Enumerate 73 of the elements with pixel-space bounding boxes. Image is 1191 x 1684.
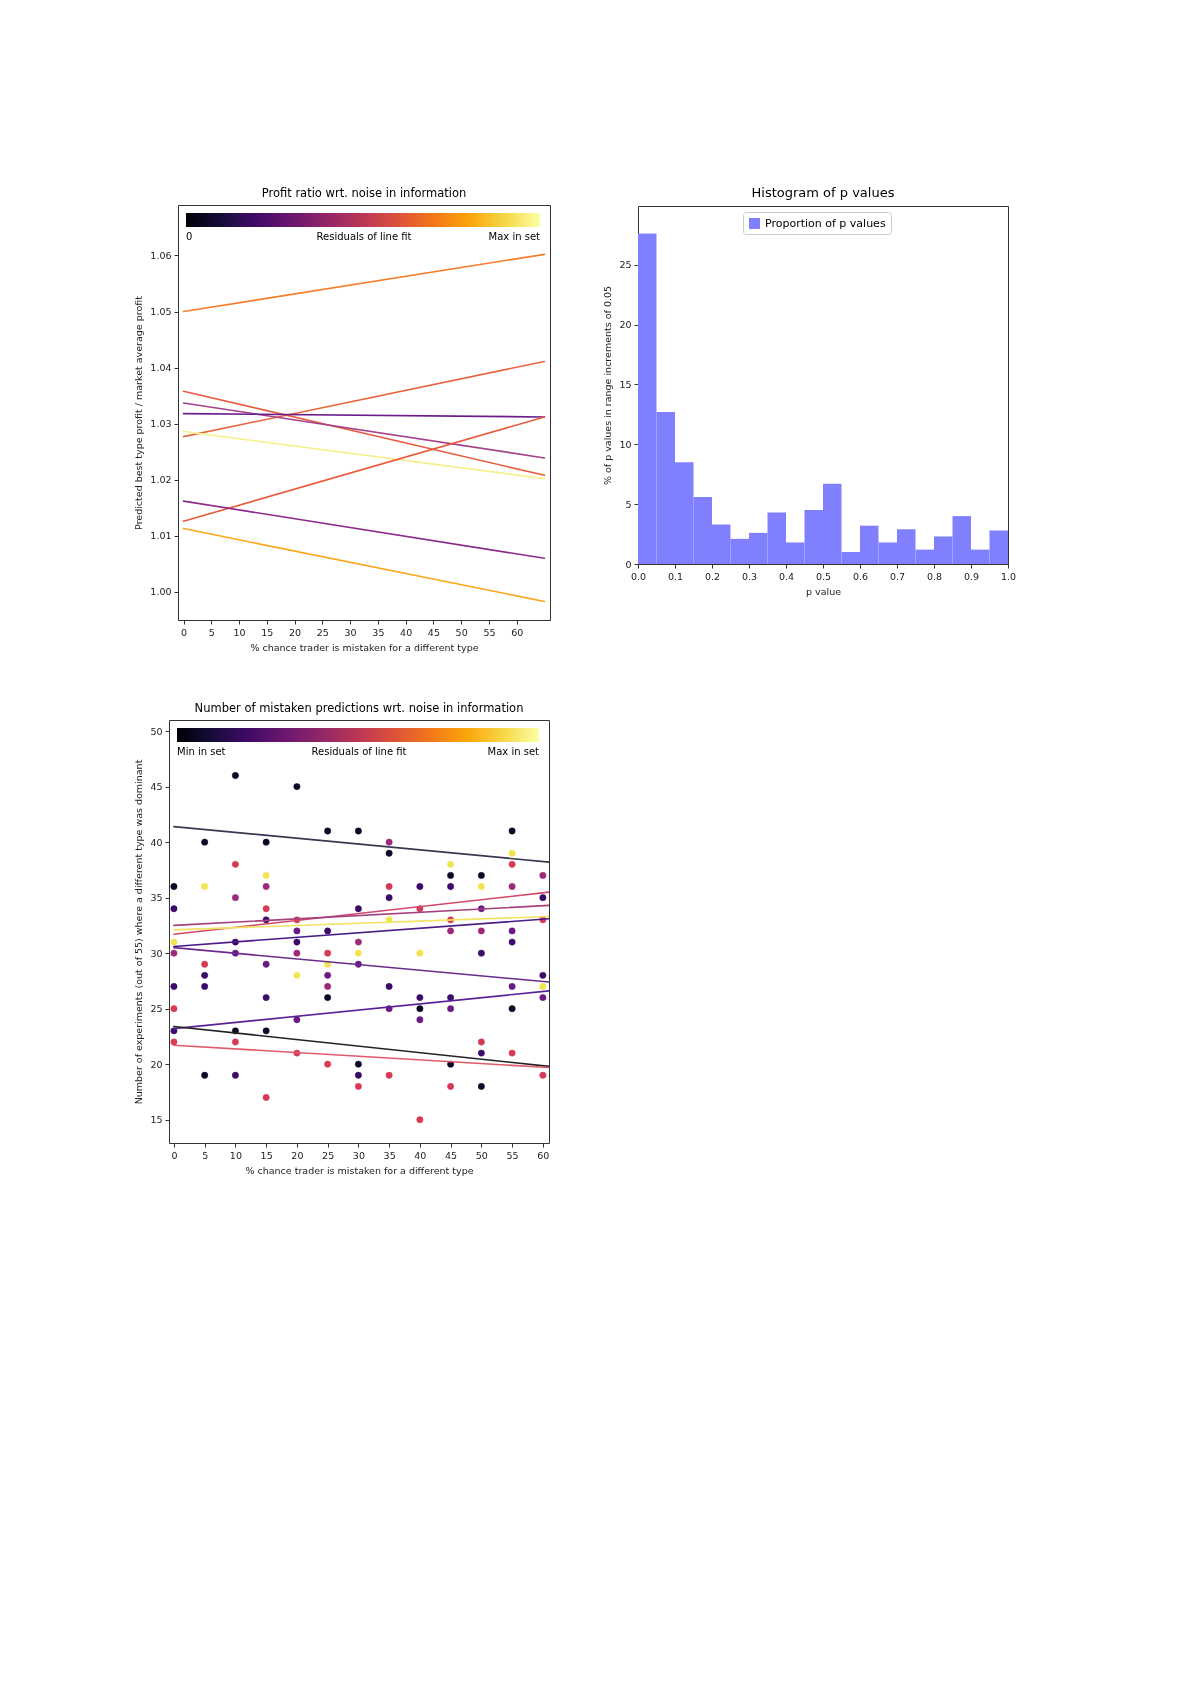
y-tick-label: 25 — [150, 1003, 163, 1015]
annotation: 0 — [186, 231, 193, 242]
x-tick-label: 25 — [322, 1149, 335, 1161]
chart-title: Number of mistaken predictions wrt. noise in information — [194, 700, 524, 715]
x-tick-label: 10 — [229, 1149, 242, 1161]
y-tick-label: 40 — [150, 836, 163, 848]
x-tick-label: 0 — [181, 626, 188, 638]
annotation: Max in set — [488, 231, 541, 242]
y-tick-label: 1.01 — [150, 530, 172, 542]
color-bar-title: Residuals of line fit — [311, 746, 407, 757]
x-tick-label: 0.4 — [778, 570, 795, 582]
y-tick-label: 1.00 — [150, 586, 172, 598]
x-tick-label: 10 — [233, 626, 246, 638]
y-tick-label: 50 — [150, 725, 163, 737]
x-tick-label: 40 — [400, 626, 413, 638]
x-tick-label: 1.0 — [1000, 570, 1017, 582]
y-tick-label: 25 — [619, 259, 632, 271]
x-tick-label: 0.2 — [704, 570, 721, 582]
chart-title: Profit ratio wrt. noise in information — [261, 185, 467, 200]
y-axis-title: Number of experiments (out of 55) where a different type was dominant — [133, 759, 145, 1105]
y-tick-label: 10 — [619, 438, 632, 450]
x-tick-label: 0.7 — [889, 570, 906, 582]
x-tick-label: 55 — [483, 626, 496, 638]
x-tick-label: 35 — [372, 626, 385, 638]
x-tick-label: 45 — [445, 1149, 458, 1161]
y-tick-label: 15 — [619, 378, 632, 390]
x-tick-label: 60 — [511, 626, 524, 638]
y-tick-label: 1.06 — [150, 249, 172, 261]
x-tick-label: 0.0 — [630, 570, 647, 582]
chart-title: Histogram of p values — [751, 185, 895, 200]
x-tick-label: 45 — [427, 626, 440, 638]
x-tick-label: 5 — [208, 626, 215, 638]
x-axis-title: p value — [806, 586, 842, 597]
x-tick-label: 50 — [455, 626, 468, 638]
y-tick-label: 1.05 — [150, 306, 172, 318]
x-tick-label: 0.5 — [815, 570, 832, 582]
x-tick-label: 35 — [383, 1149, 396, 1161]
x-tick-label: 60 — [537, 1149, 550, 1161]
y-tick-label: 30 — [150, 947, 163, 959]
x-tick-label: 0.9 — [963, 570, 980, 582]
x-tick-label: 15 — [260, 1149, 273, 1161]
y-axis-title: % of p values in range increments of 0.05 — [602, 285, 614, 486]
x-tick-label: 25 — [316, 626, 329, 638]
legend-label: Proportion of p values — [765, 216, 886, 230]
y-tick-label: 20 — [619, 319, 632, 331]
x-tick-label: 0.3 — [741, 570, 758, 582]
x-tick-label: 40 — [414, 1149, 427, 1161]
x-tick-label: 20 — [291, 1149, 304, 1161]
x-tick-label: 5 — [202, 1149, 209, 1161]
y-tick-label: 35 — [150, 892, 163, 904]
y-tick-label: 5 — [625, 498, 632, 510]
y-tick-label: 1.04 — [150, 362, 172, 374]
color-bar-title: Residuals of line fit — [316, 231, 412, 242]
x-tick-label: 20 — [289, 626, 302, 638]
x-axis-title: % chance trader is mistaken for a different type — [250, 642, 479, 653]
y-tick-label: 1.02 — [150, 474, 172, 486]
x-axis-title: % chance trader is mistaken for a different type — [245, 1165, 474, 1176]
x-tick-label: 55 — [506, 1149, 519, 1161]
y-tick-label: 20 — [150, 1058, 163, 1070]
x-tick-label: 0.1 — [667, 570, 684, 582]
y-tick-label: 45 — [150, 781, 163, 793]
y-tick-label: 1.03 — [150, 418, 172, 430]
x-tick-label: 0.8 — [926, 570, 943, 582]
y-axis-title: Predicted best type profit / market average profit — [133, 295, 145, 530]
x-tick-label: 15 — [261, 626, 274, 638]
y-tick-label: 15 — [150, 1114, 163, 1126]
x-tick-label: 50 — [475, 1149, 488, 1161]
y-tick-label: 0 — [625, 558, 632, 570]
x-tick-label: 30 — [344, 626, 357, 638]
x-tick-label: 30 — [352, 1149, 365, 1161]
x-tick-label: 0.6 — [852, 570, 869, 582]
annotation: Min in set — [177, 746, 226, 757]
annotation: Max in set — [487, 746, 540, 757]
